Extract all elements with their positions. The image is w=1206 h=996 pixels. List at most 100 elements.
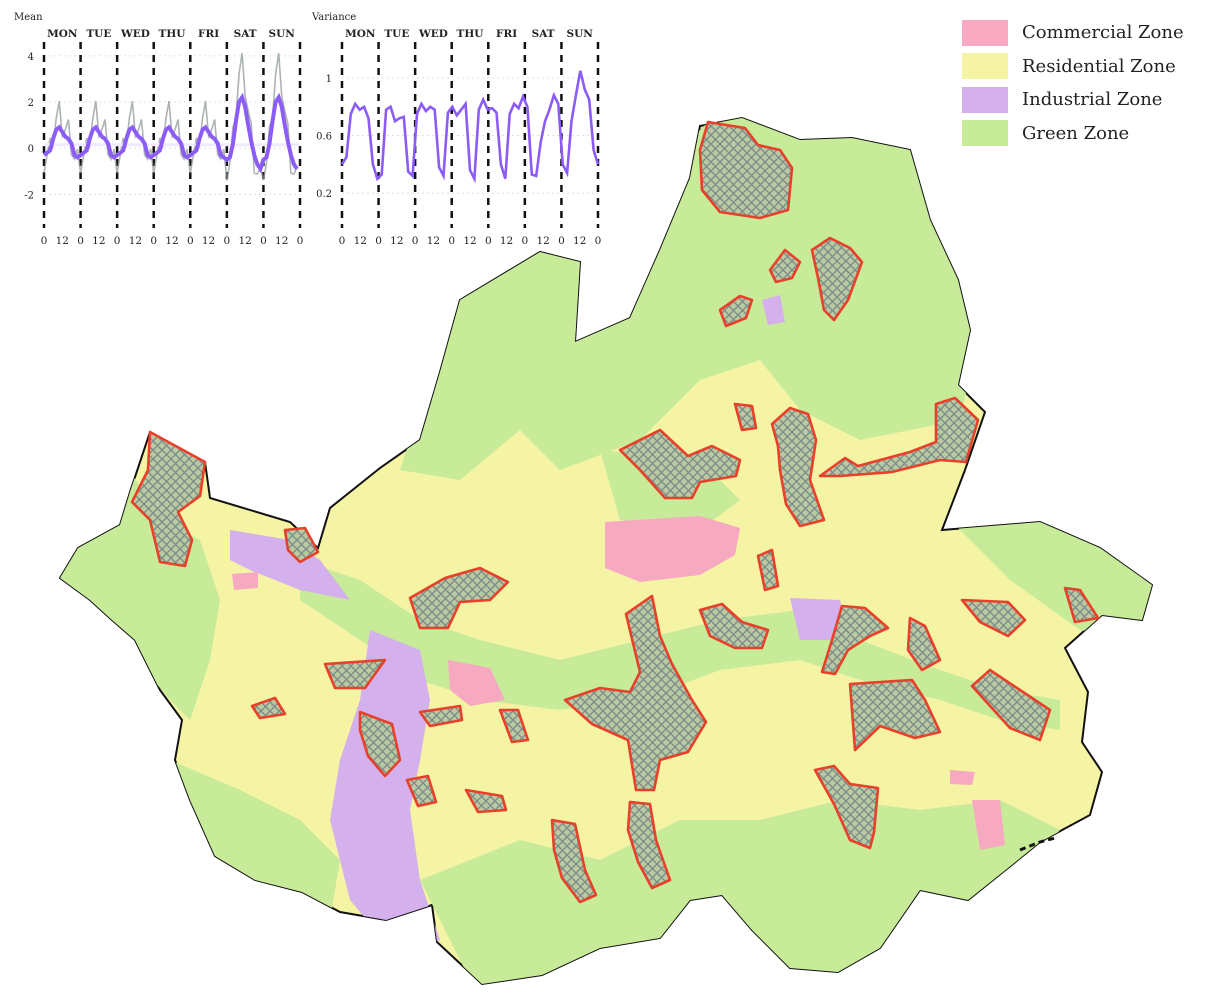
commercial-zone-southeast [972, 800, 1005, 850]
city-map [58, 116, 1154, 986]
hotspot [818, 396, 980, 478]
x-tick-label: 12 [165, 235, 178, 247]
industrial-swatch [962, 86, 1008, 113]
hotspot [626, 800, 672, 890]
hotspot [550, 818, 598, 904]
x-tick-label: 12 [390, 235, 403, 247]
day-label: SUN [567, 28, 594, 40]
x-tick-label: 12 [92, 235, 105, 247]
chart-title: Variance [311, 12, 356, 23]
industrial-zone-riverside [330, 630, 440, 960]
day-label: SAT [532, 28, 555, 40]
hotspot [323, 658, 387, 690]
x-tick-label: 0 [522, 235, 529, 247]
hotspot [698, 602, 770, 650]
industrial-zones [230, 295, 850, 960]
hotspot [563, 594, 708, 792]
y-tick-label: 0.2 [316, 189, 332, 200]
legend-label: Green Zone [1022, 122, 1130, 144]
green-zone-north [400, 118, 980, 480]
hotspot [283, 526, 320, 564]
hotspot [418, 704, 464, 728]
day-label: TUE [384, 28, 409, 40]
y-tick-label: -2 [24, 190, 34, 201]
hotspot [906, 616, 942, 672]
commercial-zone-yeouido [448, 660, 505, 706]
legend-item-industrial: Industrial Zone [962, 83, 1184, 117]
commercial-zone-east [950, 770, 975, 785]
x-tick-label: 12 [202, 235, 215, 247]
green-zone-south [420, 800, 1060, 984]
hotspot [733, 402, 758, 432]
hotspot [960, 598, 1027, 638]
hotspot [464, 788, 508, 814]
y-tick-label: 4 [28, 52, 34, 63]
x-tick-label: 0 [297, 235, 304, 247]
commercial-zones [232, 516, 1005, 850]
x-tick-label: 12 [275, 235, 288, 247]
day-label: SAT [234, 28, 257, 40]
green-zone-southwest [170, 760, 340, 920]
hotspot [408, 566, 510, 630]
x-tick-label: 12 [129, 235, 142, 247]
day-label: MON [345, 28, 376, 40]
day-label: SUN [269, 28, 296, 40]
y-tick-label: 2 [28, 98, 34, 109]
x-tick-label: 0 [224, 235, 231, 247]
hotspot [768, 248, 802, 284]
legend: Commercial Zone Residential Zone Industr… [962, 16, 1184, 150]
y-tick-label: 1 [326, 74, 332, 85]
hotspot [1063, 586, 1100, 624]
hotspot [718, 294, 754, 328]
x-tick-label: 12 [500, 235, 513, 247]
chart-title: Mean [14, 12, 43, 23]
x-tick-label: 0 [448, 235, 455, 247]
day-label: TUE [86, 28, 111, 40]
gray-series-line [43, 52, 298, 181]
x-tick-label: 12 [56, 235, 69, 247]
variance-series-line [340, 70, 600, 184]
x-tick-label: 12 [238, 235, 251, 247]
x-tick-label: 12 [463, 235, 476, 247]
industrial-zone-north [762, 295, 785, 325]
industrial-zone-west [230, 530, 350, 600]
x-tick-label: 0 [114, 235, 121, 247]
mean-chart: Mean MON TUE WED THU FRI SAT SUN -2 0 2 4 0 12 0 12 0 12 0… [14, 12, 303, 247]
hotspot [970, 668, 1052, 742]
residential-swatch [962, 53, 1008, 80]
commercial-swatch [962, 19, 1008, 46]
hotspot [810, 236, 864, 322]
hotspot [250, 696, 287, 720]
hotspot [770, 406, 826, 528]
x-tick-label: 0 [412, 235, 419, 247]
x-tick-label: 0 [339, 235, 346, 247]
x-tick-label: 0 [595, 235, 602, 247]
hotspot [405, 774, 438, 808]
mean-series-line [42, 92, 299, 174]
x-tick-label: 12 [354, 235, 367, 247]
legend-item-green: Green Zone [962, 117, 1184, 151]
x-tick-label: 0 [150, 235, 157, 247]
day-label: FRI [496, 28, 517, 40]
day-label: THU [457, 28, 484, 40]
legend-label: Commercial Zone [1022, 22, 1184, 44]
hotspot [618, 428, 742, 500]
hotspot [756, 548, 780, 592]
legend-item-residential: Residential Zone [962, 50, 1184, 84]
legend-label: Residential Zone [1022, 55, 1176, 77]
x-tick-label: 12 [427, 235, 440, 247]
x-tick-label: 0 [375, 235, 382, 247]
hotspot [498, 708, 530, 744]
commercial-zone-central [605, 516, 740, 582]
hotspot [358, 710, 402, 778]
green-swatch [962, 120, 1008, 147]
boundary-dash [1019, 836, 1056, 852]
day-label: WED [418, 28, 448, 40]
boundary-notch [1019, 836, 1056, 852]
hotspot [698, 120, 794, 220]
commercial-zone-west [232, 572, 258, 590]
day-label: MON [47, 28, 78, 40]
day-label: FRI [198, 28, 219, 40]
variance-chart: Variance MON TUE WED THU FRI SAT SUN 0.2 0.6 1 0 12 0… [311, 12, 601, 247]
hotspot [820, 604, 890, 676]
